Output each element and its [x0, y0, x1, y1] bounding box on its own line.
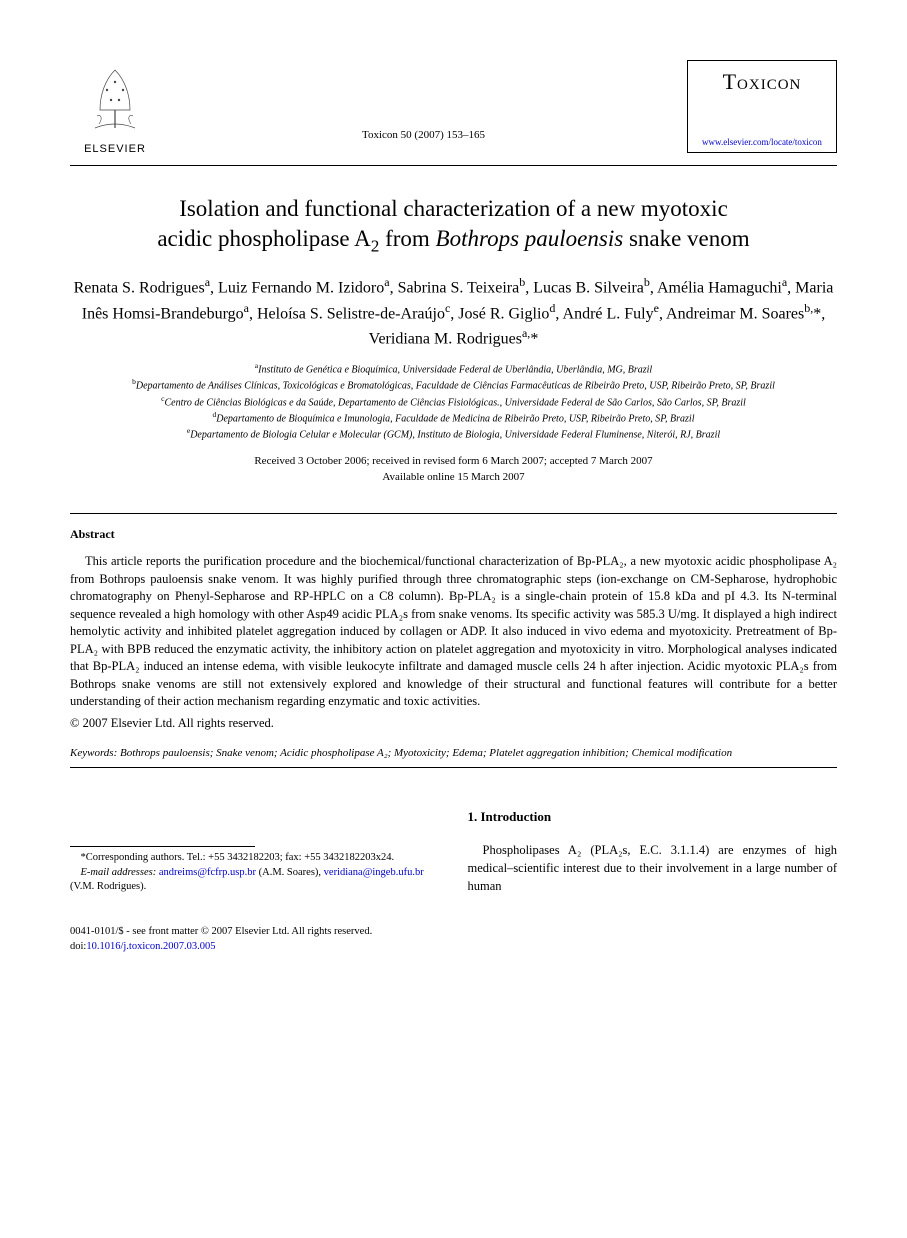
title-line2-post: snake venom — [623, 226, 749, 251]
paper-header: ELSEVIER Toxicon 50 (2007) 153–165 Toxic… — [70, 60, 837, 157]
abstract-heading: Abstract — [70, 526, 837, 543]
page-footer: 0041-0101/$ - see front matter © 2007 El… — [70, 925, 837, 954]
title-species: Bothrops pauloensis — [436, 226, 624, 251]
title-line1: Isolation and functional characterizatio… — [179, 196, 728, 221]
title-line2-mid: from — [379, 226, 435, 251]
intro-body: Phospholipases A₂ (PLA₂s, E.C. 3.1.1.4) … — [468, 841, 838, 895]
affiliations: aInstituto de Genética e Bioquímica, Uni… — [70, 361, 837, 443]
paper-title: Isolation and functional characterizatio… — [70, 194, 837, 258]
keywords-label: Keywords: — [70, 747, 117, 759]
affiliation-line: dDepartamento de Bioquímica e Imunologia… — [70, 410, 837, 426]
email1-name: (A.M. Soares), — [256, 867, 324, 878]
doi-link[interactable]: 10.1016/j.toxicon.2007.03.005 — [86, 941, 215, 952]
footnote-rule — [70, 846, 255, 847]
emails-label: E-mail addresses: — [81, 867, 157, 878]
title-line2-pre: acidic phospholipase A — [157, 226, 370, 251]
elsevier-tree-icon — [75, 60, 155, 140]
corresponding-emails: E-mail addresses: andreims@fcfrp.usp.br … — [70, 866, 440, 895]
doi-label: doi: — [70, 941, 86, 952]
author-list: Renata S. Rodriguesa, Luiz Fernando M. I… — [70, 274, 837, 351]
right-column: 1. Introduction Phospholipases A₂ (PLA₂s… — [468, 808, 838, 895]
footer-copyright: 0041-0101/$ - see front matter © 2007 El… — [70, 926, 372, 937]
journal-box: Toxicon www.elsevier.com/locate/toxicon — [687, 60, 837, 153]
abstract-top-rule — [70, 513, 837, 514]
citation-line: Toxicon 50 (2007) 153–165 — [160, 60, 687, 143]
abstract-body: This article reports the purification pr… — [70, 553, 837, 711]
affiliation-line: cCentro de Ciências Biológicas e da Saúd… — [70, 394, 837, 410]
affiliation-line: aInstituto de Genética e Bioquímica, Uni… — [70, 361, 837, 377]
article-dates: Received 3 October 2006; received in rev… — [70, 454, 837, 485]
email-link-2[interactable]: veridiana@ingeb.ufu.br — [324, 867, 424, 878]
abstract-copyright: © 2007 Elsevier Ltd. All rights reserved… — [70, 715, 837, 733]
keywords-text: Bothrops pauloensis; Snake venom; Acidic… — [117, 747, 732, 759]
affiliation-line: bDepartamento de Análises Clínicas, Toxi… — [70, 377, 837, 393]
journal-name: Toxicon — [692, 67, 832, 98]
dates-online: Available online 15 March 2007 — [382, 471, 524, 483]
dates-received: Received 3 October 2006; received in rev… — [254, 455, 652, 467]
keywords: Keywords: Bothrops pauloensis; Snake ven… — [70, 746, 837, 761]
two-column-region: *Corresponding authors. Tel.: +55 343218… — [70, 808, 837, 895]
corresponding-author: *Corresponding authors. Tel.: +55 343218… — [70, 851, 440, 866]
left-column: *Corresponding authors. Tel.: +55 343218… — [70, 808, 440, 895]
email-link-1[interactable]: andreims@fcfrp.usp.br — [159, 867, 256, 878]
publisher-name: ELSEVIER — [70, 142, 160, 157]
affiliation-line: eDepartamento de Biologia Celular e Mole… — [70, 426, 837, 442]
journal-url[interactable]: www.elsevier.com/locate/toxicon — [692, 136, 832, 149]
header-rule — [70, 165, 837, 166]
intro-heading: 1. Introduction — [468, 808, 838, 826]
publisher-block: ELSEVIER — [70, 60, 160, 157]
email2-name: (V.M. Rodrigues). — [70, 881, 146, 892]
keywords-rule — [70, 767, 837, 768]
